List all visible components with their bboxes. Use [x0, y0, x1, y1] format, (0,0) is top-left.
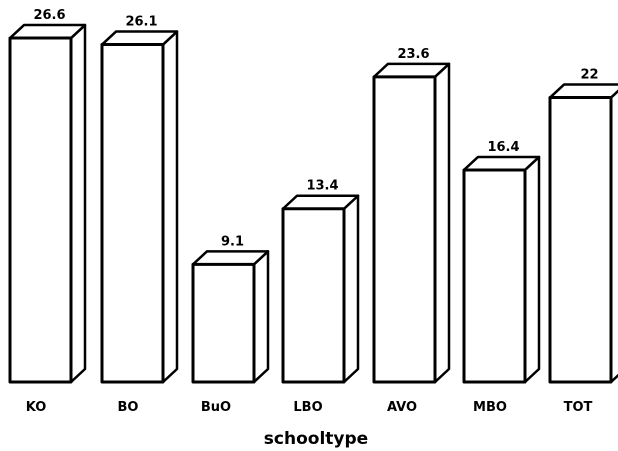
- bar-top-lbo: [281, 194, 360, 210]
- bar-side-mbo: [523, 155, 541, 384]
- category-label-avo: AVO: [387, 400, 417, 415]
- bar-ko: [8, 23, 87, 384]
- bar-top-avo: [372, 62, 451, 79]
- bar-buo: [191, 250, 270, 384]
- bar-front-bo: [100, 43, 165, 384]
- bar-top-mbo: [462, 155, 541, 172]
- bar-lbo: [281, 194, 360, 384]
- category-label-mbo: MBO: [473, 400, 507, 415]
- bar-side-avo: [433, 62, 451, 384]
- bar-side-buo: [252, 250, 270, 384]
- x-axis-title: schooltype: [264, 429, 368, 449]
- category-label-ko: KO: [26, 400, 47, 415]
- value-label-bo: 26.1: [125, 15, 157, 30]
- bar-avo: [372, 62, 451, 384]
- bar-mbo: [462, 155, 541, 384]
- bar-front-avo: [372, 75, 437, 384]
- value-label-lbo: 13.4: [306, 179, 338, 194]
- bar-tot: [548, 83, 618, 384]
- bar-top-ko: [8, 23, 87, 40]
- bar-front-lbo: [281, 207, 346, 384]
- bar-side-bo: [161, 30, 179, 384]
- value-label-mbo: 16.4: [487, 140, 519, 155]
- bar-front-ko: [8, 36, 73, 384]
- bar-side-lbo: [342, 194, 360, 384]
- bar-top-buo: [191, 250, 270, 266]
- value-label-tot: 22: [580, 68, 598, 83]
- value-label-buo: 9.1: [221, 234, 244, 249]
- category-label-tot: TOT: [564, 400, 593, 415]
- category-label-lbo: LBO: [293, 400, 322, 415]
- bar-front-mbo: [462, 168, 527, 384]
- bar-front-buo: [191, 262, 256, 384]
- bar-bo: [100, 30, 179, 384]
- category-label-buo: BuO: [201, 400, 231, 415]
- category-label-bo: BO: [118, 400, 139, 415]
- value-label-avo: 23.6: [397, 47, 429, 62]
- bars-group: [8, 23, 618, 384]
- bar-top-bo: [100, 30, 179, 46]
- bar-side-ko: [69, 23, 87, 384]
- bar-top-tot: [548, 83, 618, 99]
- category-labels-group: KO BO BuO LBO AVO MBO TOT: [26, 400, 593, 415]
- value-labels-group: 26.6 26.1 9.1 13.4 23.6 16.4 22: [33, 8, 598, 249]
- bar-front-tot: [548, 96, 613, 384]
- value-label-ko: 26.6: [33, 8, 65, 23]
